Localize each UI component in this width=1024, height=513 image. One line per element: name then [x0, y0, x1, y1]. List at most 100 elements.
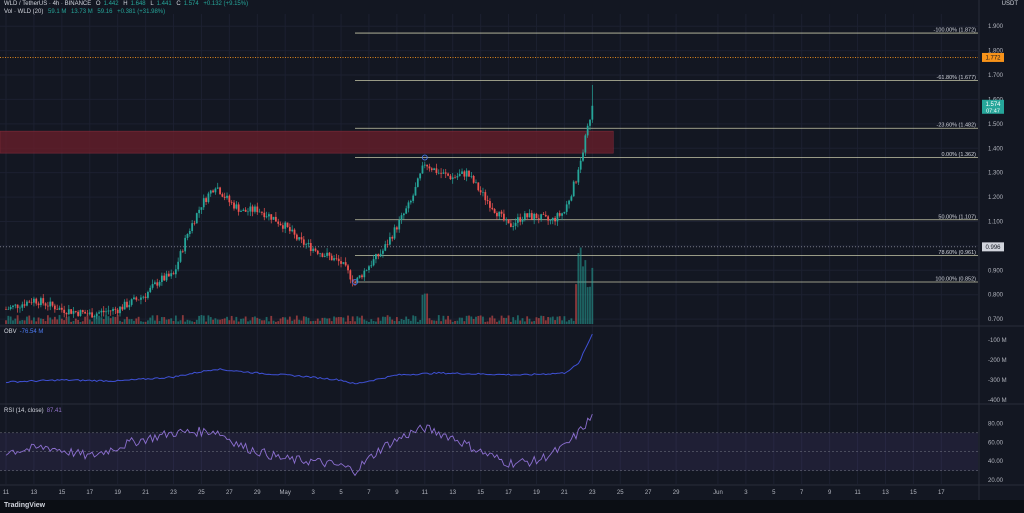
- candle-body: [216, 187, 219, 189]
- candle-body: [123, 301, 126, 310]
- volume-bar: [247, 321, 249, 324]
- volume-bar: [40, 318, 42, 324]
- volume-bar: [589, 286, 591, 324]
- volume-bar: [95, 315, 98, 324]
- volume-bar: [330, 321, 333, 324]
- volume-bar: [88, 319, 91, 324]
- volume-bar: [456, 320, 459, 324]
- volume-bar: [81, 321, 84, 324]
- candle-body: [93, 316, 96, 318]
- volume-bar: [400, 319, 403, 324]
- currency-label: USDT: [1001, 1, 1018, 7]
- volume-bar: [274, 321, 277, 324]
- volume-bar: [28, 315, 31, 324]
- volume-bar: [286, 319, 289, 324]
- candle-body: [23, 304, 26, 306]
- volume-bar: [351, 316, 354, 324]
- candle-body: [456, 176, 459, 178]
- candle-body: [589, 119, 591, 126]
- volume-bar: [291, 320, 294, 324]
- candle-body: [414, 186, 417, 196]
- price-tick-label: 0.900: [988, 268, 1004, 274]
- last-price-label: 1.574: [985, 102, 1001, 108]
- volume-bar: [14, 318, 17, 324]
- candle-body: [268, 214, 270, 217]
- volume-bar: [414, 316, 417, 324]
- candle-body: [447, 173, 449, 176]
- h-label: H: [123, 1, 128, 7]
- volume-bar: [465, 315, 468, 324]
- candle-body: [277, 221, 280, 224]
- candle-body: [265, 216, 268, 218]
- x-tick-label: Jun: [713, 490, 723, 496]
- price-tick-label: 1.900: [988, 24, 1004, 30]
- price-tick-label: 1.700: [988, 73, 1004, 79]
- volume-bar: [368, 321, 370, 324]
- candle-body: [49, 301, 52, 307]
- candle-body: [509, 223, 512, 227]
- volume-bar: [42, 318, 45, 324]
- volume-bar: [509, 321, 512, 324]
- volume-bar: [554, 320, 556, 324]
- volume-bar: [19, 320, 21, 324]
- dotted-level-label: 0.996: [985, 245, 1001, 251]
- volume-bar: [51, 319, 54, 324]
- volume-bar: [193, 321, 196, 324]
- candle-body: [251, 206, 254, 212]
- volume-bar: [468, 315, 470, 324]
- candle-body: [419, 173, 422, 179]
- candle-body: [386, 244, 389, 245]
- volume-bar: [486, 321, 489, 324]
- candle-body: [86, 313, 89, 315]
- candle-body: [349, 270, 352, 280]
- volume-bar: [505, 317, 508, 324]
- volume-bar: [572, 320, 575, 324]
- candle-body: [72, 311, 75, 314]
- candle-body: [361, 275, 363, 278]
- volume-bar: [212, 319, 214, 324]
- price-tick-label: 1.200: [988, 195, 1004, 201]
- volume-bar: [258, 318, 261, 324]
- candle-body: [537, 218, 540, 220]
- volume-bar: [461, 317, 463, 324]
- volume-bar: [375, 321, 377, 324]
- tradingview-logo[interactable]: TradingView: [4, 502, 46, 509]
- fib-anchor-high: [421, 154, 428, 161]
- volume-bar: [405, 316, 408, 324]
- volume-bar: [582, 266, 584, 324]
- volume-bar: [284, 317, 287, 324]
- chart-canvas[interactable]: 1.9001.8001.7001.6001.5001.4001.3001.200…: [0, 0, 1024, 500]
- volume-bar: [309, 321, 312, 324]
- candle-body: [393, 227, 396, 239]
- volume-bar: [156, 315, 159, 324]
- volume-bar: [340, 317, 342, 324]
- volume-bar: [470, 316, 473, 324]
- rsi-tick-label: 20.00: [988, 478, 1004, 484]
- candle-body: [214, 188, 217, 193]
- candle-body: [42, 298, 45, 304]
- fib-label: 0.00% (1.362): [941, 152, 976, 158]
- candle-body: [496, 212, 498, 217]
- candle-body: [375, 254, 377, 260]
- volume-bar: [265, 316, 268, 324]
- candle-body: [561, 213, 563, 216]
- volume-bar: [328, 318, 331, 324]
- candle-body: [77, 311, 80, 316]
- candle-body: [237, 204, 240, 212]
- volume-bar: [16, 315, 19, 324]
- volume-bar: [516, 315, 519, 324]
- x-tick-label: 11: [3, 490, 10, 496]
- candle-body: [314, 248, 317, 251]
- candle-body: [286, 222, 289, 228]
- volume-bar: [498, 320, 501, 324]
- fib-anchor-low: [352, 279, 358, 285]
- candle-body: [281, 225, 284, 229]
- candle-body: [114, 308, 117, 310]
- volume-bar: [147, 320, 149, 324]
- volume-bar: [209, 317, 212, 324]
- candle-body: [135, 297, 138, 300]
- candle-body: [570, 196, 573, 201]
- candle-body: [575, 181, 577, 183]
- volume-bar: [412, 315, 415, 324]
- candle-body: [26, 301, 28, 306]
